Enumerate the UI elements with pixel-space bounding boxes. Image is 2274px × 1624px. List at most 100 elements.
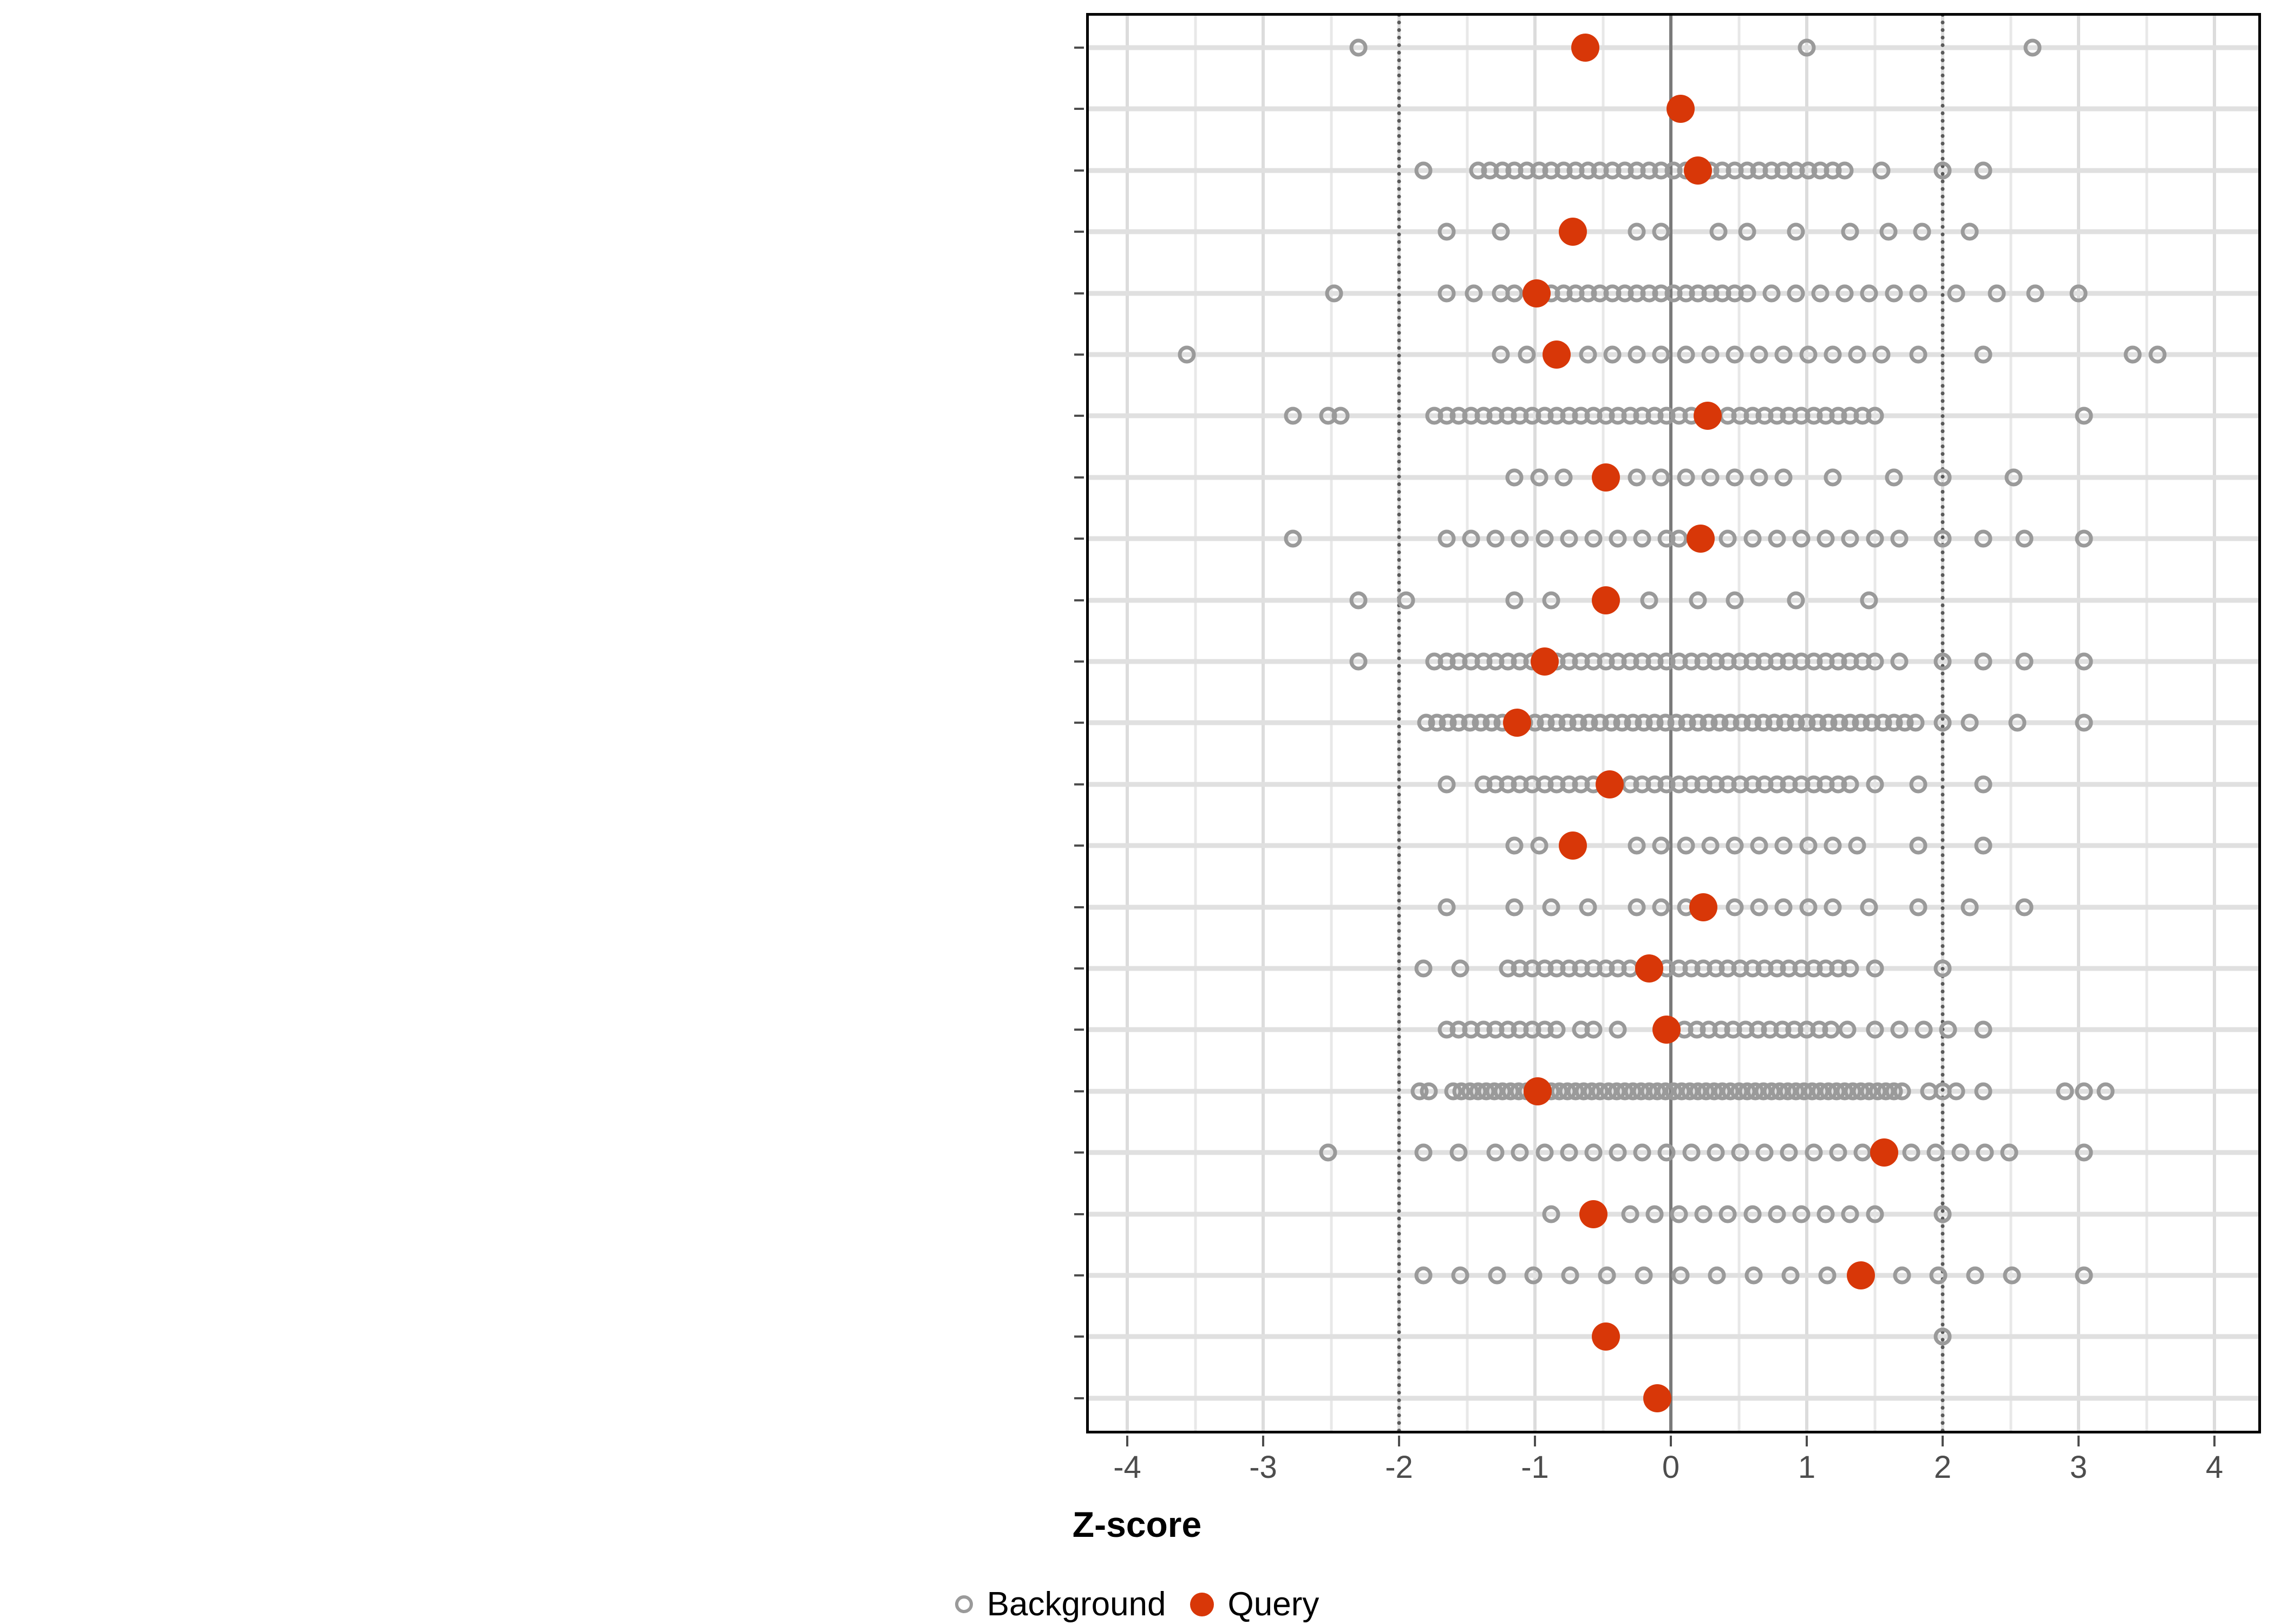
background-point	[1437, 222, 1456, 241]
legend-label-background: Background	[986, 1586, 1166, 1623]
query-point	[1635, 954, 1663, 983]
background-point	[1824, 898, 1842, 916]
query-point	[1596, 770, 1624, 798]
query-point	[1591, 463, 1620, 492]
background-point	[1792, 529, 1811, 548]
background-point	[1988, 284, 2006, 303]
background-point	[1505, 468, 1524, 487]
background-point	[1488, 1266, 1506, 1285]
background-point	[1726, 836, 1744, 855]
background-point	[1284, 407, 1302, 425]
background-point	[1890, 529, 1909, 548]
background-point	[1718, 1205, 1737, 1223]
background-point	[1933, 529, 1952, 548]
background-point	[1670, 529, 1688, 548]
background-point	[1505, 284, 1524, 303]
background-point	[1787, 222, 1805, 241]
background-point	[1671, 1266, 1690, 1285]
background-point	[1885, 284, 1903, 303]
query-marker-icon	[1190, 1592, 1214, 1616]
background-point	[1652, 222, 1670, 241]
legend-item-query: Query	[1190, 1585, 1319, 1623]
x-axis-tick	[1534, 1436, 1536, 1446]
background-point	[1885, 468, 1903, 487]
background-point	[1726, 898, 1744, 916]
query-point	[1652, 1016, 1681, 1044]
background-point	[2075, 1082, 2093, 1101]
background-point	[1331, 407, 1350, 425]
background-point	[1609, 1143, 1627, 1162]
background-point	[1397, 591, 1415, 610]
background-point	[1866, 1205, 1884, 1223]
background-point	[1628, 345, 1646, 364]
background-point	[1866, 959, 1884, 978]
y-axis-tick	[1074, 476, 1084, 479]
background-point	[1726, 591, 1744, 610]
background-point	[1750, 345, 1768, 364]
background-point	[1835, 284, 1854, 303]
background-point	[1492, 222, 1510, 241]
y-axis-tick	[1074, 1151, 1084, 1154]
background-marker-icon	[955, 1595, 973, 1613]
background-point	[1542, 1205, 1560, 1223]
background-point	[1349, 38, 1368, 57]
background-point	[1974, 1020, 1992, 1039]
background-point	[1709, 222, 1728, 241]
background-point	[1974, 836, 1992, 855]
background-point	[1762, 284, 1781, 303]
background-point	[1530, 468, 1548, 487]
background-point	[1824, 836, 1842, 855]
background-point	[1841, 222, 1859, 241]
background-point	[2075, 652, 2093, 671]
background-point	[1799, 898, 1817, 916]
x-axis-tick	[1126, 1436, 1128, 1446]
background-point	[1890, 1020, 1909, 1039]
background-point	[1633, 529, 1651, 548]
background-point	[1505, 898, 1524, 916]
background-point	[1933, 468, 1952, 487]
query-point	[1571, 34, 1599, 62]
background-point	[1860, 898, 1878, 916]
background-point	[1652, 468, 1670, 487]
background-point	[1726, 345, 1744, 364]
background-point	[1792, 1205, 1811, 1223]
background-point	[1682, 1143, 1701, 1162]
background-point	[2075, 713, 2093, 732]
query-point	[1689, 893, 1718, 921]
background-point	[1816, 529, 1835, 548]
background-point	[1743, 1205, 1762, 1223]
legend-item-background: Background	[955, 1585, 1166, 1623]
background-point	[1542, 591, 1560, 610]
background-point	[1701, 836, 1720, 855]
x-axis-tick	[1670, 1436, 1672, 1446]
query-point	[1524, 1077, 1552, 1105]
background-point	[1841, 529, 1859, 548]
background-point	[2069, 284, 2088, 303]
background-point	[1707, 1143, 1725, 1162]
background-point	[1787, 591, 1805, 610]
background-point	[1486, 1143, 1505, 1162]
background-point	[1872, 345, 1891, 364]
background-point	[1872, 161, 1891, 180]
background-point	[2000, 1143, 2018, 1162]
background-point	[2004, 468, 2023, 487]
background-point	[1914, 1020, 1933, 1039]
background-point	[1535, 1143, 1554, 1162]
y-axis-tick	[1074, 47, 1084, 49]
background-point	[1657, 1143, 1676, 1162]
background-point	[2056, 1082, 2074, 1101]
background-point	[1974, 775, 1992, 794]
x-axis-tick-label: 3	[2069, 1450, 2088, 1485]
background-point	[1349, 591, 1368, 610]
y-axis-tick	[1074, 353, 1084, 356]
background-point	[1652, 898, 1670, 916]
background-point	[1860, 591, 1878, 610]
query-point	[1643, 1384, 1671, 1412]
background-point	[1609, 529, 1627, 548]
background-point	[1284, 529, 1302, 548]
background-point	[1325, 284, 1343, 303]
background-point	[1781, 1266, 1800, 1285]
background-point	[1670, 1205, 1688, 1223]
query-point	[1666, 95, 1695, 123]
